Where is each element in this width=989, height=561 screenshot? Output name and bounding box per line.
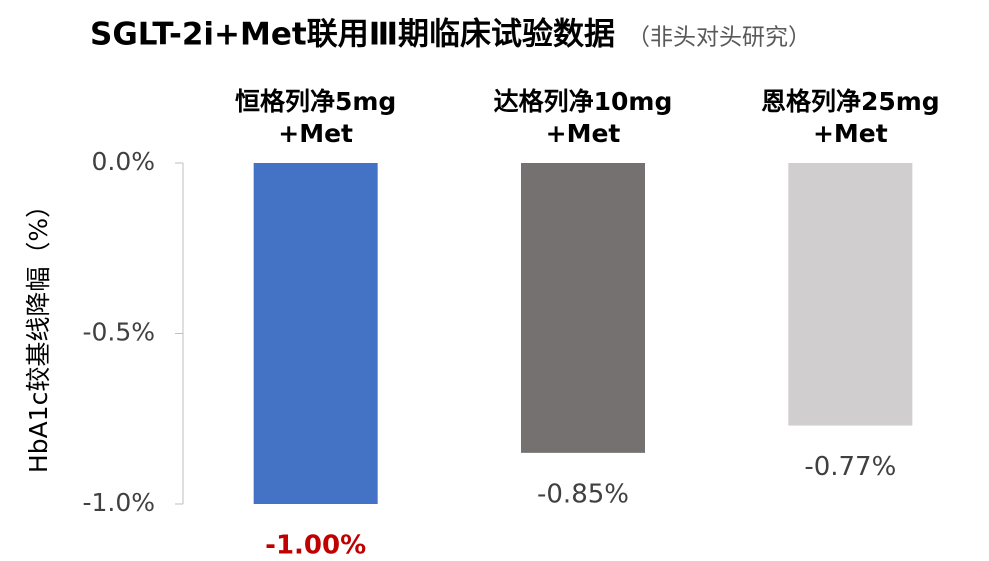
data-label: -1.00%	[265, 531, 366, 561]
x-tick-label: 达格列净10mg +Met	[493, 87, 673, 148]
y-tick-label: 0.0%	[91, 147, 155, 176]
bar	[788, 163, 913, 426]
y-tick-label: -0.5%	[82, 318, 155, 347]
y-tick-label: -1.0%	[82, 488, 155, 517]
y-axis-label: HbA1c较基线降幅（%）	[24, 193, 53, 473]
x-tick-label: 恒格列净5mg +Met	[234, 87, 397, 148]
bar	[253, 163, 378, 504]
chart-subtitle: （非头对头研究）	[627, 25, 811, 51]
data-label: -0.77%	[804, 452, 896, 482]
bar	[521, 163, 645, 453]
x-tick-label: 恩格列净25mg +Met	[760, 87, 940, 148]
chart-title: SGLT-2i+Met联用Ⅲ期临床试验数据	[90, 17, 615, 53]
data-label: -0.85%	[537, 479, 629, 509]
